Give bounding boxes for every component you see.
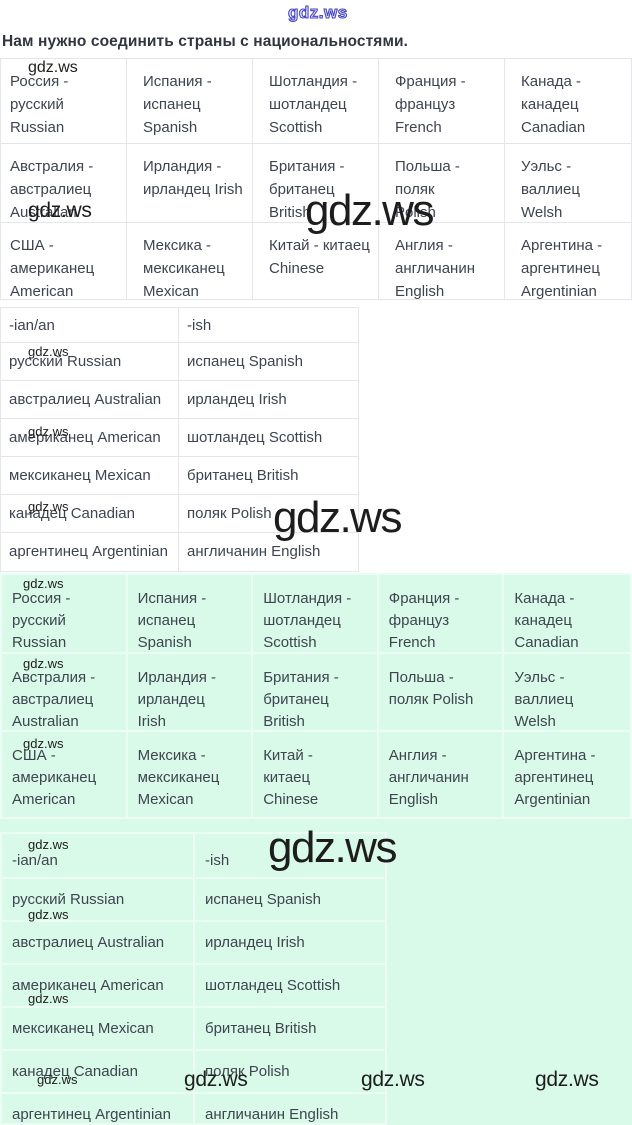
country-cell: Китай - китаец Chinese — [253, 732, 379, 817]
country-cell: Франция - француз French — [379, 59, 505, 144]
country-cell: Канада - канадец Canadian — [505, 59, 631, 144]
suffix-col-header-ish: -ish — [195, 834, 385, 879]
answer-countries-table: Россия - русский Russian Испания - испан… — [0, 573, 632, 819]
suffix-cell: англичанин English — [187, 543, 321, 560]
country-cell: Англия - англичанин English — [379, 223, 505, 299]
country-cell: Австралия - австралиец Australian — [2, 654, 128, 732]
country-cell: Ирландия - ирландец Irish — [127, 144, 253, 223]
suffix-cell: американец American — [1, 419, 179, 457]
suffix-cell: австралиец Australian — [2, 922, 195, 965]
country-cell: Аргентина - аргентинец Argentinian — [514, 747, 596, 808]
watermark-gdzws: gdz.ws — [28, 424, 69, 439]
watermark-gdzws: gdz.ws — [268, 823, 397, 872]
country-cell: Польша - поляк Polish — [379, 144, 505, 223]
suffix-cell: канадец Canadian — [2, 1051, 195, 1094]
suffix-cell: шотландец Scottish — [179, 419, 358, 457]
answer-section: Россия - русский Russian Испания - испан… — [0, 573, 632, 1125]
suffix-col-header-ian: -ian/an — [2, 834, 195, 879]
country-cell: Аргентина - аргентинец Argentinian — [521, 237, 603, 299]
country-cell: Мексика - мексиканец Mexican — [128, 732, 254, 817]
country-cell: Шотландия - шотландец Scottish — [253, 59, 379, 144]
watermark-gdzws: gdz.ws — [361, 1068, 425, 1091]
watermark-gdzws: gdz.ws — [535, 1068, 599, 1091]
countries-table: Россия - русский Russian Испания - испан… — [0, 58, 632, 300]
watermark-gdzws: gdz.ws — [28, 907, 69, 922]
country-cell: Англия - англичанин English — [379, 732, 505, 817]
watermark-gdzws: gdz.ws — [28, 499, 69, 514]
country-cell: Мексика - мексиканец Mexican — [127, 223, 253, 299]
suffix-table: -ian/an -ish русский Russian испанец Spa… — [0, 307, 359, 572]
watermark-gdzws: gdz.ws — [28, 991, 69, 1006]
watermark-gdzws: gdz.ws — [28, 59, 78, 76]
country-cell: Австралия - австралиец Australian — [1, 144, 127, 223]
answer-suffix-table: -ian/an -ish русский Russian испанец Spa… — [0, 832, 387, 1125]
country-cell: Испания - испанец Spanish — [127, 59, 253, 144]
suffix-cell: мексиканец Mexican — [1, 457, 179, 495]
suffix-cell: поляк Polish — [195, 1051, 385, 1094]
suffix-cell: испанец Spanish — [195, 879, 385, 922]
watermark-gdzws: gdz.ws — [273, 493, 402, 542]
country-cell: Британия - британец British — [253, 654, 379, 732]
suffix-cell: австралиец Australian — [1, 381, 179, 419]
suffix-cell: ирландец Irish — [179, 381, 358, 419]
country-cell: США - американец American — [2, 732, 128, 817]
country-cell: Польша - поляк Polish — [378, 654, 505, 732]
suffix-cell: англичанин English — [205, 1106, 339, 1123]
suffix-cell: аргентинец Argentinian — [1, 533, 179, 571]
country-cell: Россия - русский Russian — [2, 575, 128, 654]
suffix-cell: ирландец Irish — [195, 922, 385, 965]
page-title: Нам нужно соединить страны с национально… — [2, 33, 409, 50]
suffix-cell: британец British — [179, 457, 358, 495]
watermark-gdzws: gdz.ws — [23, 656, 64, 671]
watermark-gdzws: gdz.ws — [28, 837, 69, 852]
country-cell: Шотландия - шотландец Scottish — [253, 575, 379, 654]
country-cell: Франция - француз French — [378, 575, 505, 654]
watermark-gdzws-top: gdz.ws — [287, 3, 348, 22]
country-cell: Канада - канадец Canadian — [504, 575, 630, 654]
watermark-gdzws: gdz.ws — [305, 186, 434, 235]
country-cell: Испания - испанец Spanish — [127, 575, 254, 654]
suffix-cell: русский Russian — [2, 879, 195, 922]
watermark-gdzws: gdz.ws — [23, 576, 64, 591]
suffix-cell: американец American — [2, 965, 195, 1008]
suffix-cell: шотландец Scottish — [195, 965, 385, 1008]
watermark-gdzws: gdz.ws — [23, 736, 64, 751]
suffix-cell: канадец Canadian — [1, 495, 179, 533]
country-cell: Ирландия - ирландец Irish — [127, 654, 254, 732]
suffix-cell: испанец Spanish — [179, 343, 358, 381]
suffix-col-header-ish: -ish — [179, 308, 358, 343]
country-cell: Китай - китаец Chinese — [253, 223, 379, 299]
country-cell: Россия - русский Russian — [1, 59, 127, 144]
suffix-col-header-ian: -ian/an — [1, 308, 179, 343]
suffix-cell: поляк Polish — [179, 495, 358, 533]
suffix-cell: мексиканец Mexican — [2, 1008, 195, 1051]
country-cell: Уэльс - валлиец Welsh — [504, 654, 630, 732]
suffix-cell: русский Russian — [1, 343, 179, 381]
country-cell: США - американец American — [1, 223, 127, 299]
watermark-gdzws: gdz.ws — [28, 199, 92, 222]
suffix-cell: аргентинец Argentinian — [2, 1094, 195, 1123]
watermark-gdzws: gdz.ws — [28, 344, 69, 359]
watermark-gdzws: gdz.ws — [37, 1072, 78, 1087]
watermark-gdzws: gdz.ws — [184, 1068, 248, 1091]
country-cell: Британия - британец British — [253, 144, 379, 223]
suffix-cell: британец British — [195, 1008, 385, 1051]
country-cell: Уэльс - валлиец Welsh — [505, 144, 631, 223]
